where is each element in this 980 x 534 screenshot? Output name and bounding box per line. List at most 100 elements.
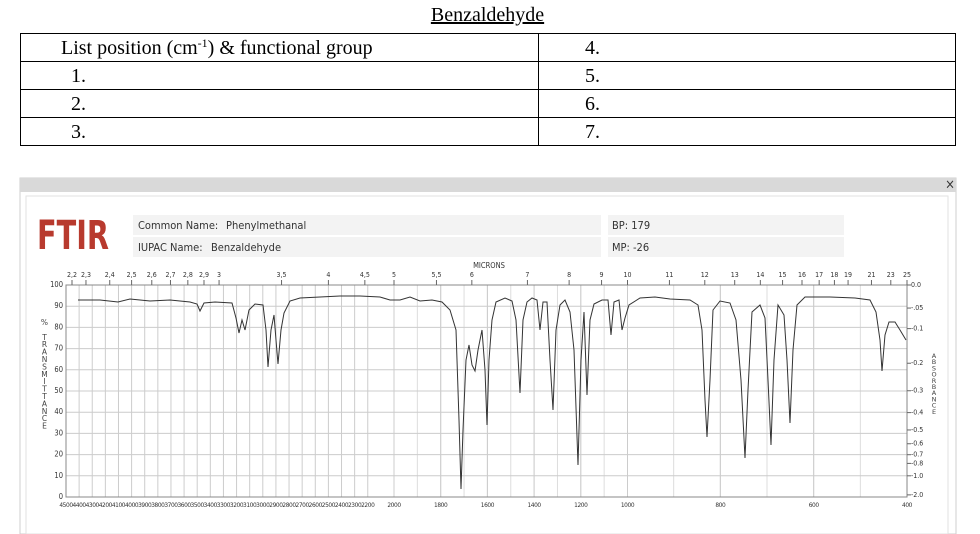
micron-label: 5: [392, 271, 396, 279]
header-text: ) & functional group: [207, 36, 373, 59]
iupac-name: Benzaldehyde: [211, 241, 281, 254]
x-tick-label: 3400: [204, 501, 218, 509]
x-tick-label: 4400: [72, 501, 86, 509]
y2-tick-label: -0.4: [911, 409, 923, 417]
info-box: [133, 215, 601, 235]
micron-label: 11: [665, 271, 673, 279]
y2-tick-label: -.05: [911, 304, 923, 312]
y-tick-label: 40: [54, 407, 63, 416]
ftir-logo: FTIR: [37, 213, 109, 259]
x-tick-label: 4500: [59, 501, 73, 509]
y2-tick-label: -0.5: [911, 426, 923, 434]
y-tick-label: 20: [54, 450, 63, 459]
table-cell: 6.: [538, 89, 956, 118]
table-row: 3. 7.: [20, 117, 956, 146]
info-box: [608, 215, 844, 235]
micron-label: 18: [830, 271, 838, 279]
x-tick-label: 2600: [309, 501, 323, 509]
document-title: Benzaldehyde: [430, 4, 545, 26]
micron-label: 25: [903, 271, 911, 279]
table-cell: 7.: [538, 117, 956, 146]
x-tick-label: 3100: [243, 501, 257, 509]
micron-label: 2,9: [199, 271, 209, 279]
x-tick-label: 2500: [322, 501, 336, 509]
y-tick-label: 0: [59, 492, 63, 501]
x-tick-label: 2400: [335, 501, 349, 509]
micron-label: 23: [887, 271, 895, 279]
y2-axis-label: ABSORBANCE: [930, 352, 938, 415]
y2-tick-label: -0.6: [911, 440, 923, 448]
x-tick-label: 3500: [191, 501, 205, 509]
micron-label: 15: [779, 271, 787, 279]
y2-tick-label: -0.2: [911, 359, 923, 367]
x-tick-label: 3200: [230, 501, 244, 509]
micron-label: 2,3: [81, 271, 91, 279]
micron-label: 10: [623, 271, 631, 279]
micron-label: 13: [731, 271, 739, 279]
micron-label: 9: [600, 271, 604, 279]
header-text: List position (cm: [61, 36, 198, 59]
micron-label: 7: [525, 271, 529, 279]
micron-label: 16: [798, 271, 806, 279]
common-name-label: Common Name:: [138, 219, 218, 232]
x-tick-label: 3700: [164, 501, 178, 509]
info-box: [133, 237, 601, 257]
micron-label: 2,6: [147, 271, 157, 279]
answer-table: List position (cm-1) & functional group …: [20, 33, 956, 146]
table-cell: 4.: [538, 33, 956, 62]
micron-label: 4: [326, 271, 330, 279]
x-tick-label: 2300: [348, 501, 362, 509]
iupac-label: IUPAC Name:: [138, 241, 203, 254]
x-tick-label: 1400: [527, 501, 541, 509]
micron-label: 4,5: [360, 271, 370, 279]
common-name: Phenylmethanal: [226, 219, 306, 232]
x-tick-label: 2700: [296, 501, 310, 509]
table-cell: 5.: [538, 61, 956, 90]
y-tick-label: 70: [54, 344, 63, 353]
x-tick-label: 600: [809, 501, 820, 509]
x-tick-label: 3800: [151, 501, 165, 509]
x-tick-label: 4200: [99, 501, 113, 509]
micron-label: 2,4: [105, 271, 115, 279]
x-tick-label: 2000: [387, 501, 401, 509]
x-tick-label: 1200: [574, 501, 588, 509]
x-tick-label: 400: [902, 501, 913, 509]
x-tick-label: 800: [715, 501, 726, 509]
x-tick-label: 2900: [269, 501, 283, 509]
micron-label: 2,8: [183, 271, 193, 279]
micron-label: 2,5: [127, 271, 137, 279]
micron-label: 5,5: [431, 271, 441, 279]
y2-tick-label: -0.1: [911, 325, 923, 333]
x-tick-label: 4300: [86, 501, 100, 509]
y-tick-label: 30: [54, 428, 63, 437]
y-tick-label: 60: [54, 365, 63, 374]
micron-label: 19: [844, 271, 852, 279]
y2-tick-label: 0.0: [911, 281, 921, 289]
spectrum-trace: [78, 295, 907, 490]
microns-label: MICRONS: [473, 261, 505, 270]
close-button[interactable]: ×: [945, 178, 955, 193]
micron-label: 6: [470, 271, 474, 279]
micron-label: 12: [701, 271, 709, 279]
y2-tick-label: -1.0: [911, 472, 923, 480]
y-tick-label: 80: [54, 322, 63, 331]
x-tick-label: 4000: [125, 501, 139, 509]
x-tick-label: 1000: [621, 501, 635, 509]
micron-label: 2,7: [165, 271, 175, 279]
table-header-row: List position (cm-1) & functional group …: [20, 33, 956, 62]
panel-titlebar: [20, 178, 956, 192]
micron-label: 21: [867, 271, 875, 279]
y-tick-label: 90: [54, 301, 63, 310]
melting-point: MP: -26: [612, 241, 649, 254]
x-tick-label: 3900: [138, 501, 152, 509]
x-tick-label: 3600: [177, 501, 191, 509]
micron-label: 3,5: [277, 271, 287, 279]
x-tick-label: 2200: [361, 501, 375, 509]
micron-label: 8: [567, 271, 571, 279]
y2-tick-label: -2.0: [911, 491, 923, 499]
y-tick-label: 100: [50, 280, 63, 289]
y2-tick-label: -0.8: [911, 459, 923, 467]
boiling-point: BP: 179: [612, 219, 650, 232]
